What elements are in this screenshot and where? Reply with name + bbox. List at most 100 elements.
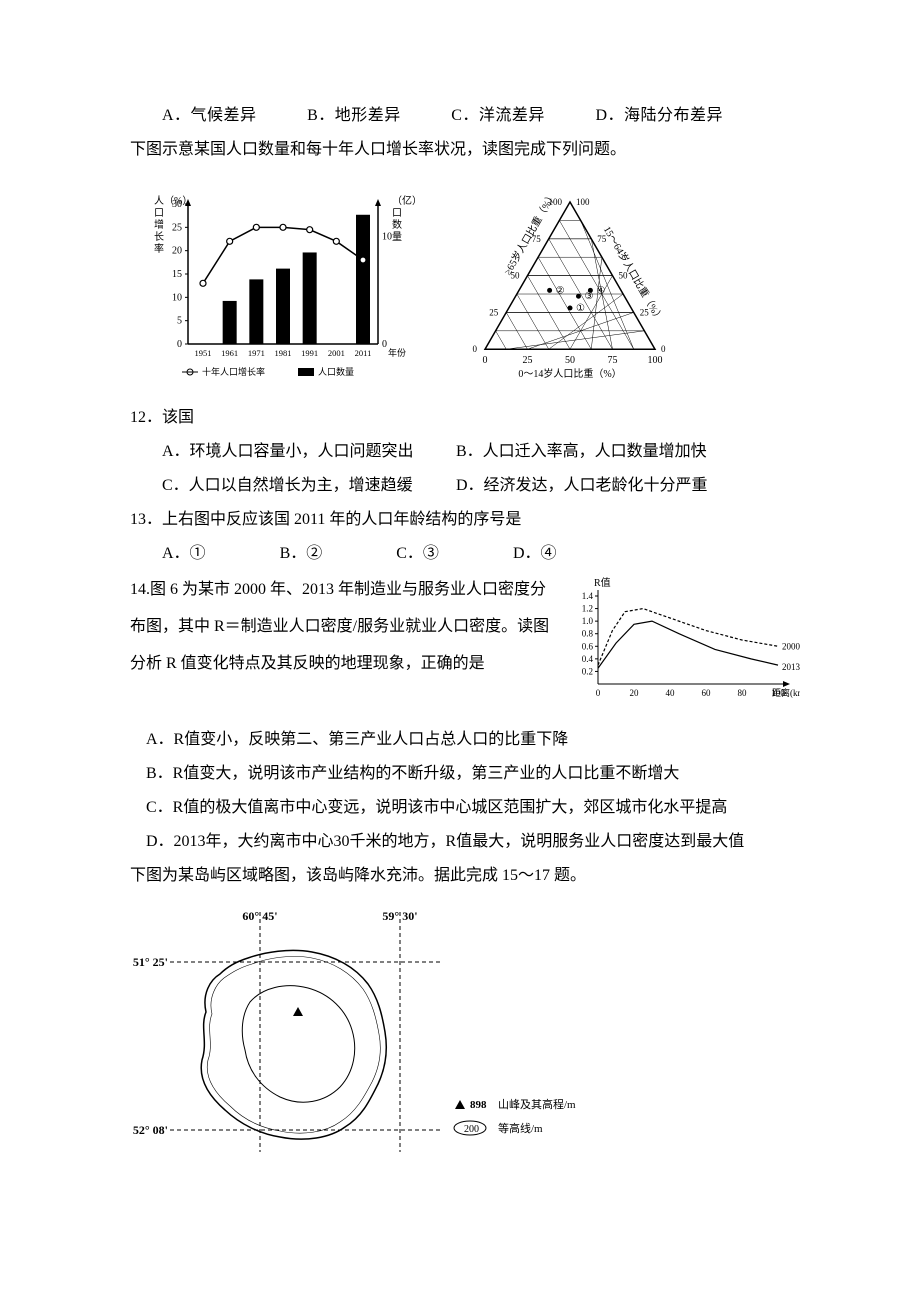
svg-text:0: 0: [661, 344, 666, 354]
svg-text:量: 量: [392, 231, 402, 243]
svg-text:①: ①: [576, 303, 585, 314]
svg-text:20: 20: [630, 688, 640, 698]
svg-text:200: 200: [464, 1124, 479, 1135]
q14-a: A．R值变小，反映第二、第三产业人口占总人口的比重下降: [130, 724, 800, 756]
svg-text:25: 25: [172, 222, 182, 233]
q12-c: C．人口以自然增长为主，增速趋缓: [146, 470, 436, 502]
svg-text:0: 0: [177, 339, 182, 350]
svg-text:100: 100: [576, 197, 590, 207]
svg-text:年份: 年份: [388, 347, 406, 358]
svg-text:20: 20: [172, 246, 182, 257]
svg-text:80: 80: [738, 688, 748, 698]
svg-text:1.4: 1.4: [582, 591, 594, 601]
q12-b: B．人口迁入率高，人口数量增加快: [440, 436, 730, 468]
svg-text:15: 15: [172, 269, 182, 280]
svg-text:25: 25: [640, 307, 650, 317]
svg-text:口: 口: [154, 208, 164, 219]
svg-text:0: 0: [596, 688, 601, 698]
q12-d: D．经济发达，人口老龄化十分严重: [440, 470, 730, 502]
svg-text:60: 60: [702, 688, 712, 698]
opt-c: C．洋流差异: [435, 100, 545, 132]
svg-text:④: ④: [596, 285, 605, 296]
svg-text:等高线/m: 等高线/m: [498, 1121, 543, 1135]
q12-options-row1: A．环境人口容量小，人口问题突出 B．人口迁入率高，人口数量增加快: [130, 436, 800, 468]
q13-options: A．① B．② C．③ D．④: [130, 538, 800, 570]
q13-a: A．①: [162, 538, 206, 570]
opt-a: A．气候差异: [146, 100, 257, 132]
svg-text:1971: 1971: [248, 348, 265, 358]
svg-text:1951: 1951: [195, 348, 212, 358]
svg-text:5: 5: [177, 316, 182, 327]
q13-b: B．②: [280, 538, 323, 570]
ternary-chart-svg: 02550751000～14岁人口比重（%）≥65岁人口比重（%）15～64岁人…: [440, 184, 700, 384]
island-map-svg: 60° 45'59° 30'51° 25'52° 08'898山峰及其高程/m2…: [130, 902, 610, 1162]
svg-text:59° 30': 59° 30': [382, 909, 417, 923]
svg-text:50: 50: [619, 271, 629, 281]
svg-text:10: 10: [172, 292, 182, 303]
svg-text:②: ②: [556, 285, 565, 296]
q14-b: B．R值变大，说明该市产业结构的不断升级，第三产业的人口比重不断增大: [130, 758, 800, 790]
svg-text:75: 75: [597, 234, 607, 244]
svg-text:长: 长: [154, 231, 164, 243]
svg-text:2011: 2011: [355, 348, 372, 358]
svg-text:40: 40: [666, 688, 676, 698]
opt-d: D．海陆分布差异: [579, 100, 723, 132]
r-value-chart-svg: R值0.20.40.60.81.01.21.4020406080100距离(km…: [570, 576, 800, 706]
svg-text:75: 75: [608, 355, 618, 366]
q13-d: D．④: [513, 538, 557, 570]
svg-text:52° 08': 52° 08': [133, 1123, 168, 1137]
svg-text:100: 100: [549, 197, 563, 207]
svg-text:0.4: 0.4: [582, 654, 594, 664]
svg-text:50: 50: [511, 271, 521, 281]
svg-text:R值: R值: [594, 576, 611, 589]
svg-text:100: 100: [648, 355, 663, 366]
svg-text:率: 率: [154, 242, 164, 255]
svg-text:增: 增: [154, 218, 164, 231]
svg-text:数: 数: [392, 218, 402, 231]
svg-text:1981: 1981: [275, 348, 292, 358]
svg-text:人口数量: 人口数量: [318, 366, 354, 377]
q12-options-row2: C．人口以自然增长为主，增速趋缓 D．经济发达，人口老龄化十分严重: [130, 470, 800, 502]
q13-stem: 13．上右图中反应该国 2011 年的人口年龄结构的序号是: [130, 504, 800, 536]
svg-text:2000年: 2000年: [782, 640, 800, 651]
svg-text:2001: 2001: [328, 348, 345, 358]
svg-text:0: 0: [473, 344, 478, 354]
q13-c: C．③: [396, 538, 439, 570]
island-map: 60° 45'59° 30'51° 25'52° 08'898山峰及其高程/m2…: [130, 902, 800, 1162]
svg-text:10: 10: [382, 231, 392, 242]
svg-text:25: 25: [489, 307, 499, 317]
svg-text:（亿）人: （亿）人: [392, 194, 420, 207]
svg-text:0: 0: [483, 355, 488, 366]
r-value-chart: R值0.20.40.60.81.01.21.4020406080100距离(km…: [570, 576, 800, 706]
svg-text:51° 25': 51° 25': [133, 955, 168, 969]
svg-text:1.0: 1.0: [582, 616, 594, 626]
svg-text:0.6: 0.6: [582, 641, 594, 651]
svg-text:50: 50: [565, 355, 575, 366]
prev-question-options: A．气候差异 B．地形差异 C．洋流差异 D．海陆分布差异: [130, 100, 800, 132]
svg-text:898: 898: [470, 1099, 487, 1111]
svg-text:口: 口: [392, 208, 402, 219]
q14-c: C．R值的极大值离市中心变远，说明该市中心城区范围扩大，郊区城市化水平提高: [130, 792, 800, 824]
intro-text-2: 下图为某岛屿区域略图，该岛屿降水充沛。据此完成 15～17 题。: [130, 860, 800, 892]
svg-text:③: ③: [585, 291, 594, 302]
svg-text:人（%）: 人（%）: [154, 195, 192, 207]
q12-stem: 12．该国: [130, 402, 800, 434]
q12-a: A．环境人口容量小，人口问题突出: [146, 436, 436, 468]
svg-text:0: 0: [382, 339, 387, 350]
opt-b: B．地形差异: [291, 100, 401, 132]
intro-text-1: 下图示意某国人口数量和每十年人口增长率状况，读图完成下列问题。: [130, 134, 800, 166]
svg-text:十年人口增长率: 十年人口增长率: [202, 366, 265, 377]
svg-text:0～14岁人口比重（%）: 0～14岁人口比重（%）: [518, 367, 621, 380]
svg-text:距离(km): 距离(km): [772, 687, 800, 698]
svg-text:25: 25: [523, 355, 533, 366]
svg-text:1991: 1991: [301, 348, 318, 358]
q14-block: R值0.20.40.60.81.01.21.4020406080100距离(km…: [130, 572, 800, 706]
bar-line-chart: 302520151050100人（%）口增长率（亿）人口数量1951196119…: [140, 184, 420, 384]
svg-text:75: 75: [532, 234, 542, 244]
q14-d: D．2013年，大约离市中心30千米的地方，R值最大，说明服务业人口密度达到最大…: [130, 826, 800, 858]
bar-line-chart-svg: 302520151050100人（%）口增长率（亿）人口数量1951196119…: [140, 184, 420, 384]
svg-text:山峰及其高程/m: 山峰及其高程/m: [498, 1097, 576, 1111]
svg-text:0.2: 0.2: [582, 666, 593, 676]
svg-text:2013年: 2013年: [782, 661, 800, 672]
svg-text:1.2: 1.2: [582, 604, 593, 614]
